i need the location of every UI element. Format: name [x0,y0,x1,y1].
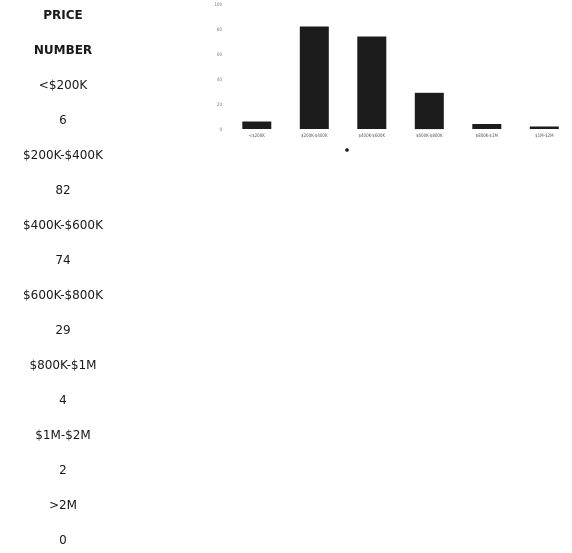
x-axis-labels: <$200K $200K-$400K $400K-$600K $600K-$800K $… [249,133,554,138]
y-tick-label: 0 [219,127,222,132]
table-cell-price: $600K-$800K [23,288,103,302]
bar [242,121,272,129]
x-tick-label: <$200K [249,133,266,138]
table-cell-price: >2M [48,498,78,512]
bar [414,92,444,130]
y-tick-label: 80 [217,27,223,32]
y-tick-label: 20 [217,102,223,107]
table-cell-number: 0 [59,533,67,547]
legend-marker [345,148,349,152]
table-cell-number: 82 [55,183,71,197]
table-cell-number: 29 [55,323,71,337]
table-cell-price: $800K-$1M [29,358,97,372]
table-cell-price: $200K-$400K [23,148,103,162]
table-cell-number: 2 [59,463,67,477]
x-tick-label: $1M-$2M [535,133,554,138]
table-cell-price: $400K-$600K [23,218,103,232]
bar [357,36,387,129]
x-tick-label: $600K-$800K [416,133,443,138]
y-axis: 0 20 40 60 80 100 [214,2,222,132]
table-header-price: PRICE [43,8,83,22]
table-cell-number: 74 [55,253,71,267]
x-tick-label: $400K-$600K [358,133,385,138]
x-tick-label: $200K-$400K [301,133,328,138]
bars [242,26,559,130]
table-cell-price: <$200K [38,78,88,92]
table-cell-number: 6 [59,113,67,127]
bar [529,126,559,129]
table-cell-price: $1M-$2M [35,428,91,442]
bar [472,124,502,129]
legend [345,148,349,152]
bar [299,26,329,129]
table-header-number: NUMBER [33,43,93,57]
y-tick-label: 40 [217,77,223,82]
y-tick-label: 100 [214,2,222,7]
x-tick-label: $800K-$1M [476,133,499,138]
y-tick-label: 60 [217,52,223,57]
table-cell-number: 4 [59,393,67,407]
